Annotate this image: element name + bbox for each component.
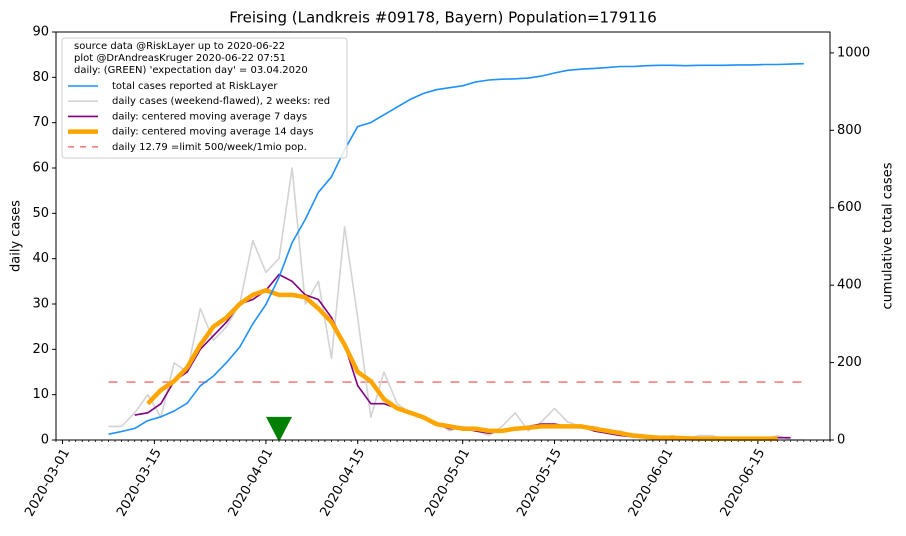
legend-note: plot @DrAndreasKruger 2020-06-22 07:51	[74, 53, 286, 64]
chart-title: Freising (Landkreis #09178, Bayern) Popu…	[229, 9, 657, 27]
legend-label: daily: centered moving average 7 days	[112, 111, 307, 122]
y-tick-label: 30	[32, 297, 49, 312]
y-tick-label: 0	[41, 433, 49, 448]
y2-tick-label: 200	[837, 355, 862, 370]
y-tick-label: 10	[32, 387, 49, 402]
y2-tick-label: 0	[837, 433, 845, 448]
y-tick-label: 70	[32, 115, 49, 130]
legend-note: source data @RiskLayer up to 2020-06-22	[74, 41, 285, 52]
x-tick-label: 2020-03-15	[114, 446, 165, 519]
y2-tick-label: 800	[837, 123, 862, 138]
y-tick-label: 50	[32, 206, 49, 221]
y-tick-label: 80	[32, 70, 49, 85]
series-line	[134, 273, 791, 440]
x-tick-label: 2020-06-15	[718, 446, 769, 519]
legend-label: daily 12.79 =limit 500/week/1mio pop.	[112, 142, 307, 153]
plot-frame	[55, 31, 831, 441]
y-tick-label: 20	[32, 342, 49, 357]
legend-box	[61, 37, 348, 159]
x-tick-label: 2020-05-01	[422, 446, 473, 519]
y-axis-label: daily cases	[9, 200, 24, 272]
legend-label: daily cases (weekend-flawed), 2 weeks: r…	[112, 96, 330, 107]
series-line	[108, 167, 804, 441]
series-line	[146, 288, 778, 441]
x-tick-label: 2020-05-15	[514, 446, 565, 519]
legend-label: daily: centered moving average 14 days	[112, 127, 313, 138]
y-tick-label: 90	[32, 25, 49, 40]
x-tick-label: 2020-03-01	[22, 446, 73, 519]
y-tick-label: 40	[32, 251, 49, 266]
x-tick-label: 2020-04-01	[226, 446, 277, 519]
y2-axis-label: cumulative total cases	[881, 162, 896, 309]
y2-tick-label: 400	[837, 278, 862, 293]
y2-tick-label: 1000	[837, 45, 870, 60]
legend-note: daily: (GREEN) 'expectation day' = 03.04…	[74, 65, 308, 76]
y-tick-label: 60	[32, 161, 49, 176]
expectation-marker	[266, 416, 293, 442]
x-tick-label: 2020-06-01	[626, 446, 677, 519]
x-tick-label: 2020-04-15	[317, 446, 368, 519]
series-line	[108, 62, 804, 435]
legend-label: total cases reported at RiskLayer	[112, 81, 278, 92]
y2-tick-label: 600	[837, 200, 862, 215]
